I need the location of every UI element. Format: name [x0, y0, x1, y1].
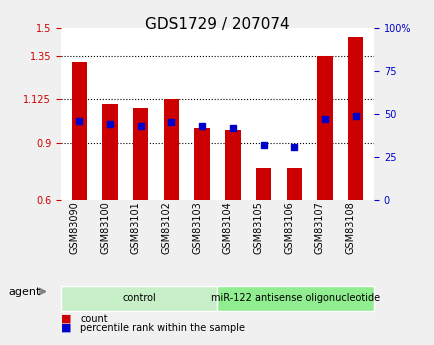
- Text: agent: agent: [9, 287, 41, 296]
- Bar: [102, 104, 118, 200]
- Bar: [133, 108, 148, 200]
- Text: ■: ■: [61, 314, 71, 324]
- Text: GDS1729 / 207074: GDS1729 / 207074: [145, 17, 289, 32]
- Bar: [163, 99, 179, 200]
- Text: percentile rank within the sample: percentile rank within the sample: [80, 323, 245, 333]
- Bar: [225, 130, 240, 200]
- Text: miR-122 antisense oligonucleotide: miR-122 antisense oligonucleotide: [211, 294, 379, 303]
- Bar: [286, 168, 301, 200]
- Bar: [316, 56, 332, 200]
- Bar: [72, 62, 87, 200]
- Bar: [347, 37, 362, 200]
- Text: ■: ■: [61, 323, 71, 333]
- Bar: [255, 168, 271, 200]
- Text: count: count: [80, 314, 108, 324]
- Text: control: control: [122, 294, 156, 303]
- Bar: [194, 128, 209, 200]
